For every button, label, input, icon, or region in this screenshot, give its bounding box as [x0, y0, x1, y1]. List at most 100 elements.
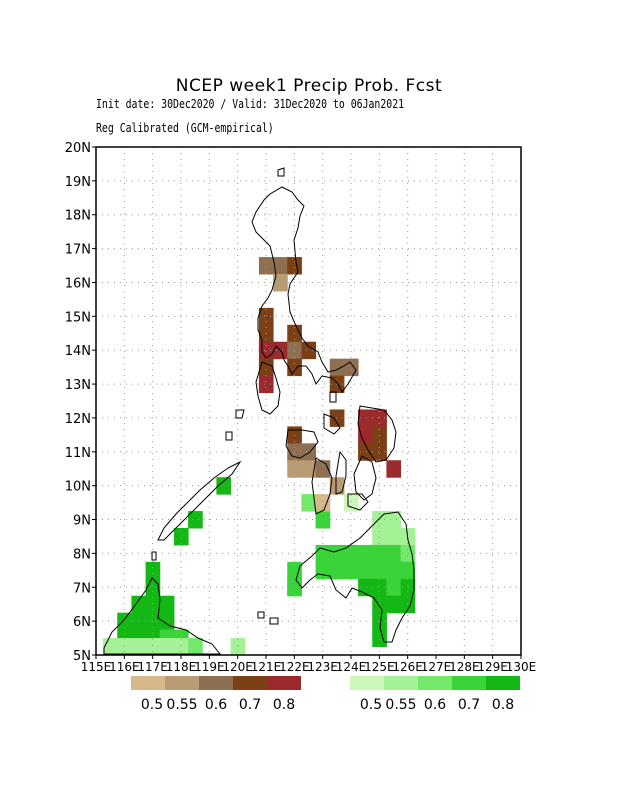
- lat-tick-label: 10N: [65, 480, 91, 495]
- dry-probability-cell: [258, 307, 274, 326]
- dry-probability-legend: 0.5 0.55 0.6 0.7 0.8: [131, 676, 301, 713]
- dry-probability-cell: [358, 426, 373, 444]
- dry-probability-cell: [358, 409, 373, 427]
- coastline-bohol: [347, 493, 369, 511]
- dry-probability-cell: [301, 460, 317, 478]
- dry-probability-cell: [258, 341, 274, 360]
- wet-probability-cell: [188, 638, 203, 656]
- dry-legend-label: 0.55: [166, 697, 197, 713]
- lon-tick-label: 128E: [449, 660, 480, 674]
- coastline: [103, 167, 415, 655]
- lat-tick-label: 15N: [65, 310, 91, 325]
- wet-probability-cell: [159, 638, 175, 656]
- wet-probability-cell: [358, 561, 373, 580]
- lon-tick-label: 116E: [109, 660, 140, 674]
- latitude-labels: 5N 6N 7N 8N 9N 10N 11N 12N 13N 14N 15N 16N 17N 18N 19N…: [65, 141, 96, 664]
- chart-title: NCEP week1 Precip Prob. Fcst: [175, 76, 443, 96]
- lon-tick-label: 127E: [421, 660, 452, 674]
- lat-tick-label: 7N: [73, 581, 91, 596]
- wet-probability-cell: [400, 595, 416, 614]
- wet-legend-label: 0.55: [385, 697, 416, 713]
- method-subtitle: Reg Calibrated (GCM-empirical): [96, 121, 274, 135]
- coastline-babuyan: [277, 167, 285, 177]
- wet-probability-cell: [386, 578, 402, 597]
- wet-legend-swatch: [452, 676, 486, 690]
- coastline-small-4: [269, 617, 279, 625]
- wet-probability-cell: [329, 561, 345, 580]
- lat-tick-label: 16N: [65, 276, 91, 291]
- dry-probability-cell: [315, 494, 331, 512]
- wet-probability-cell: [173, 638, 189, 656]
- wet-probability-cell: [159, 595, 175, 614]
- dry-probability-cell: [287, 257, 302, 275]
- coastline-borneo: [103, 577, 222, 655]
- dry-legend-label: 0.6: [205, 697, 227, 713]
- lon-tick-label: 124E: [336, 660, 367, 674]
- lat-tick-label: 14N: [65, 344, 91, 359]
- wet-probability-cell: [386, 528, 402, 546]
- wet-legend-label: 0.7: [458, 697, 480, 713]
- lon-tick-label: 119E: [194, 660, 225, 674]
- wet-legend-swatch: [418, 676, 452, 690]
- dry-probability-cell: [343, 358, 359, 377]
- lat-tick-label: 8N: [73, 547, 91, 562]
- dry-probability-cell: [386, 460, 402, 478]
- lon-tick-label: 130E: [506, 660, 537, 674]
- lon-tick-label: 120E: [222, 660, 253, 674]
- wet-probability-cell: [343, 544, 359, 563]
- wet-probability-cell: [188, 511, 203, 529]
- wet-probability-cell: [103, 638, 118, 656]
- dry-probability-cell: [258, 257, 274, 275]
- dry-legend-swatch: [267, 676, 301, 690]
- dry-probability-cell: [273, 274, 288, 292]
- coastline-small-6: [329, 391, 337, 403]
- wet-probability-cell: [386, 511, 402, 529]
- dry-legend-swatch: [131, 676, 165, 690]
- lon-tick-label: 117E: [137, 660, 168, 674]
- grid-lines: [96, 147, 521, 655]
- wet-legend-swatch: [486, 676, 520, 690]
- dry-probability-cell: [372, 409, 387, 427]
- wet-probability-cell: [372, 544, 387, 563]
- wet-probability-cell: [386, 544, 402, 563]
- dry-probability-cell: [301, 341, 317, 360]
- wet-probability-cell: [343, 561, 359, 580]
- wet-probability-cell: [287, 561, 302, 580]
- lat-tick-label: 9N: [73, 514, 91, 529]
- longitude-labels: 115E116E117E118E119E120E121E122E123E124E…: [81, 655, 537, 674]
- wet-probability-cell: [358, 544, 373, 563]
- wet-probability-cell: [131, 595, 147, 614]
- lon-tick-label: 123E: [307, 660, 338, 674]
- coastline-small-1: [235, 409, 245, 419]
- dry-probability-cell: [329, 477, 345, 495]
- lat-tick-label: 17N: [65, 243, 91, 258]
- coastline-mindanao: [295, 511, 415, 643]
- coastline-negros: [311, 457, 333, 515]
- wet-probability-cell: [230, 638, 246, 656]
- lat-tick-label: 18N: [65, 209, 91, 224]
- coastline-palawan: [157, 460, 242, 541]
- coastline-leyte: [353, 455, 377, 501]
- lat-tick-label: 11N: [65, 446, 91, 461]
- lon-tick-label: 126E: [392, 660, 423, 674]
- coastline-luzon: [251, 186, 357, 393]
- wet-legend-label: 0.6: [424, 697, 446, 713]
- coastline-small-5: [151, 551, 157, 561]
- wet-probability-cell: [173, 528, 189, 546]
- lon-tick-label: 125E: [364, 660, 395, 674]
- dry-legend-label: 0.7: [239, 697, 261, 713]
- lon-tick-label: 115E: [81, 660, 112, 674]
- dry-legend-swatch: [233, 676, 267, 690]
- wet-probability-cell: [315, 544, 331, 563]
- wet-probability-cell: [372, 629, 387, 648]
- lat-tick-label: 5N: [73, 649, 91, 664]
- wet-probability-cell: [372, 578, 387, 597]
- coastline-small-2: [225, 431, 233, 441]
- wet-legend-label: 0.8: [492, 697, 514, 713]
- wet-probability-cell: [386, 595, 402, 614]
- coastline-masbate: [323, 413, 341, 435]
- dry-probability-cell: [372, 443, 387, 461]
- dry-legend-swatch: [199, 676, 233, 690]
- wet-legend-swatch: [350, 676, 384, 690]
- coastline-panay: [285, 429, 319, 459]
